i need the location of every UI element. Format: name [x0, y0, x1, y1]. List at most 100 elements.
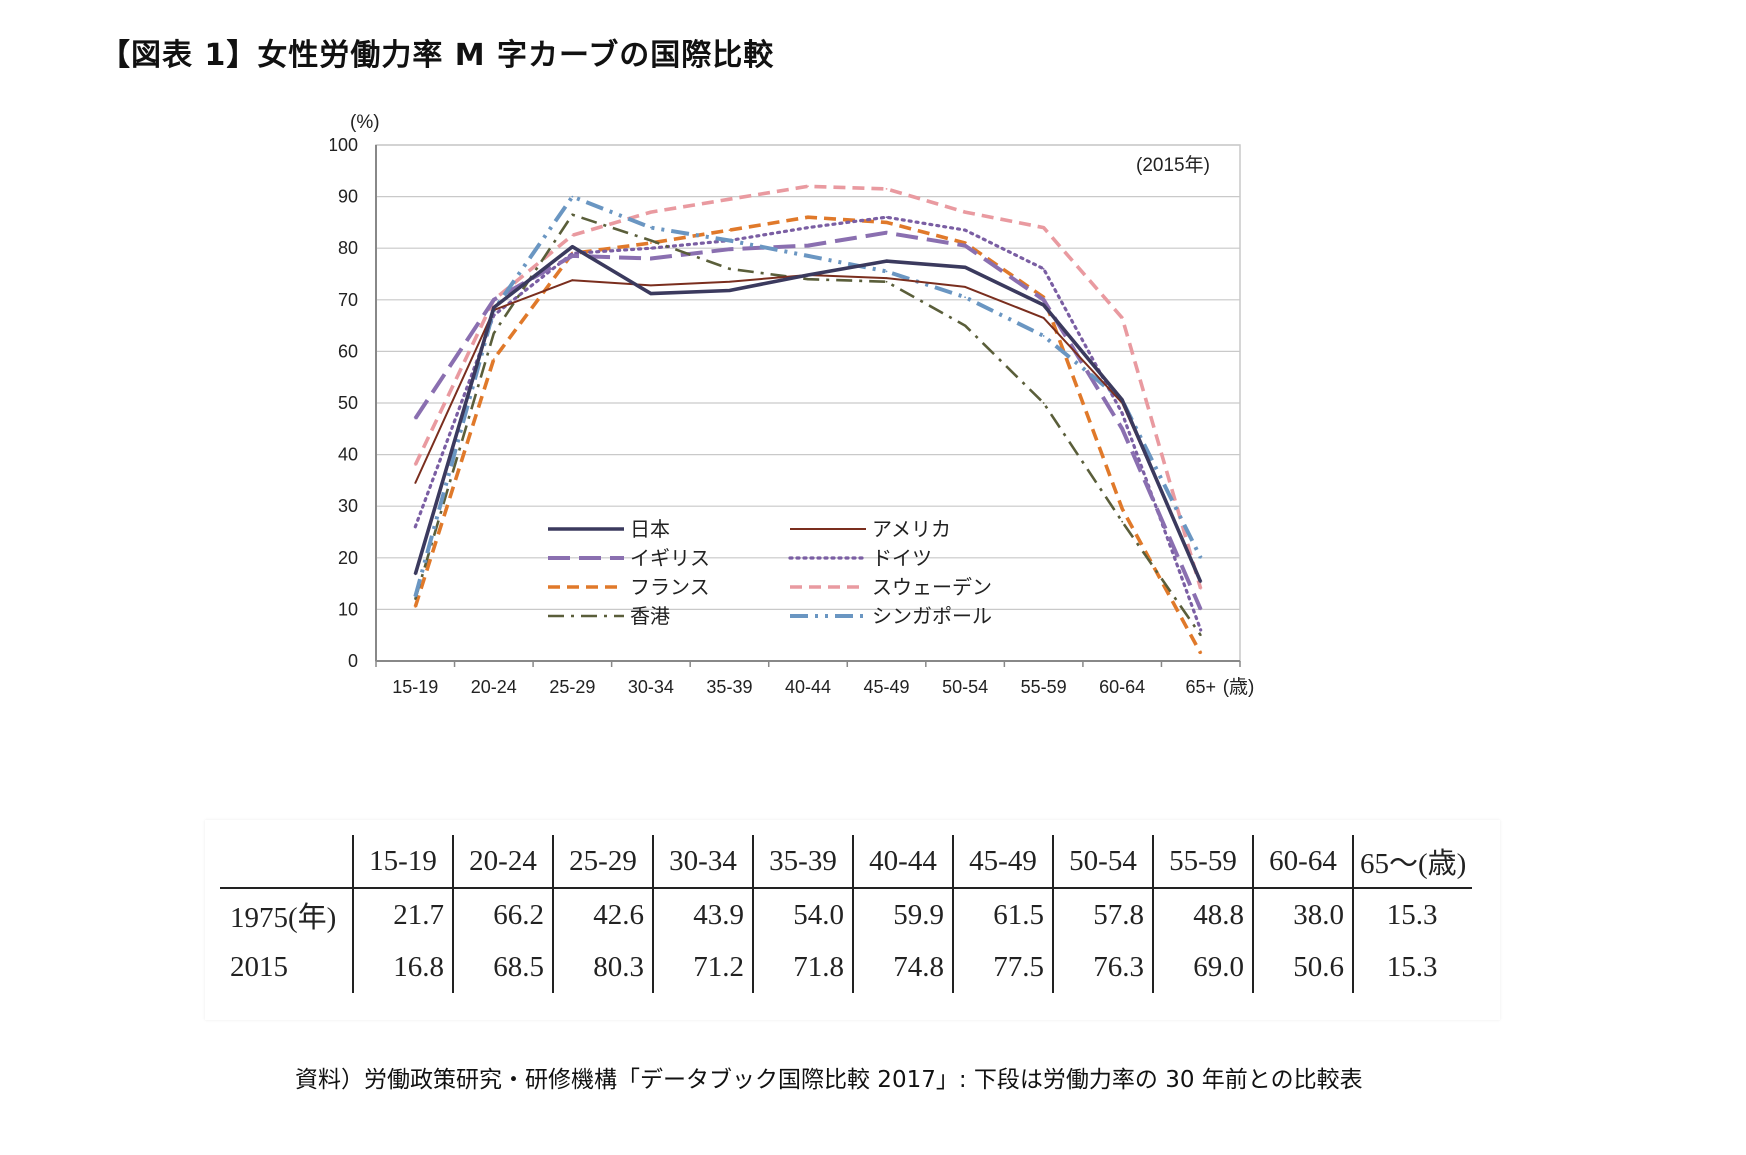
- x-tick-label: 30-34: [628, 677, 674, 697]
- data-point: [885, 216, 888, 219]
- table-cell: 68.5: [452, 941, 553, 993]
- table-cell: 59.9: [852, 888, 953, 941]
- data-point: [571, 234, 574, 237]
- data-point: [885, 277, 888, 280]
- table-header-cell: 45-49: [952, 835, 1053, 889]
- y-tick-label: 0: [348, 651, 358, 671]
- table-cell: 50.6: [1252, 941, 1353, 993]
- y-tick-label: 100: [330, 135, 358, 155]
- data-point: [492, 332, 495, 335]
- x-tick-label: 40-44: [785, 677, 831, 697]
- data-point: [650, 292, 652, 295]
- table-row: 1975(年) 21.7 66.2 42.6 43.9 54.0 59.9 61.5 57.8 4…: [220, 888, 1473, 941]
- table-header-cell: 55-59: [1152, 835, 1253, 889]
- table-cell: 21.7: [352, 888, 453, 941]
- legend-label: ドイツ: [872, 548, 932, 570]
- legend-label: フランス: [630, 577, 710, 599]
- table-header-cell: 30-34: [652, 835, 753, 889]
- data-point: [885, 280, 888, 283]
- data-point: [964, 244, 966, 247]
- data-point: [1121, 399, 1124, 401]
- x-tick-label: 60-64: [1099, 677, 1145, 697]
- table-cell: 61.5: [952, 888, 1053, 941]
- data-point: [571, 279, 574, 282]
- table-body: 1975(年) 21.7 66.2 42.6 43.9 54.0 59.9 61.5 57.8 4…: [220, 888, 1473, 993]
- data-point: [650, 284, 652, 287]
- data-point: [807, 226, 809, 229]
- legend-label: 香港: [630, 605, 670, 628]
- data-point: [1199, 629, 1202, 631]
- data-point: [964, 266, 966, 269]
- table-header-cell: 65〜(歳): [1351, 835, 1473, 889]
- data-point: [964, 286, 966, 288]
- data-point: [1199, 587, 1202, 590]
- data-point: [728, 280, 731, 283]
- data-point: [492, 358, 495, 361]
- data-point: [414, 598, 417, 600]
- data-point: [571, 245, 574, 248]
- data-point: [414, 525, 417, 528]
- data-point: [1042, 316, 1045, 319]
- data-point: [807, 255, 809, 257]
- data-point: [1042, 298, 1045, 301]
- table-cell: 57.8: [1052, 888, 1153, 941]
- comparison-table-panel: 15-19 20-24 25-29 30-34 35-39 40-44 45-49 50-54…: [205, 820, 1500, 1020]
- series-line: [413, 230, 1203, 611]
- legend-label: スウェーデン: [872, 576, 992, 599]
- data-point: [728, 248, 731, 251]
- table-header-cell: 40-44: [852, 835, 953, 889]
- data-point: [1199, 581, 1202, 583]
- data-point: [492, 306, 495, 309]
- table-cell: 71.2: [652, 941, 753, 993]
- table-cell: 42.6: [552, 888, 653, 941]
- data-point: [650, 242, 652, 244]
- y-tick-label: 70: [338, 290, 358, 310]
- data-point: [414, 417, 417, 420]
- data-point: [650, 257, 652, 260]
- data-point: [1042, 267, 1045, 270]
- data-point: [414, 595, 417, 598]
- data-point: [728, 198, 731, 201]
- x-axis-unit-label: (歳): [1223, 676, 1255, 698]
- legend-label: シンガポール: [872, 605, 992, 628]
- legend-label: イギリス: [630, 547, 710, 570]
- data-point: [1042, 304, 1045, 306]
- table-cell: 43.9: [652, 888, 753, 941]
- table-header-cell: 25-29: [552, 835, 653, 889]
- table-cell: 71.8: [752, 941, 853, 993]
- data-point: [807, 185, 809, 188]
- x-tick-label: 35-39: [706, 677, 752, 697]
- data-point: [807, 274, 809, 276]
- table-cell: 38.0: [1252, 888, 1353, 941]
- data-point: [414, 464, 417, 466]
- data-point: [728, 289, 731, 292]
- table-cell: 66.2: [452, 888, 553, 941]
- data-point: [571, 195, 574, 198]
- legend-label: アメリカ: [872, 519, 951, 541]
- data-point: [807, 216, 809, 219]
- data-point: [807, 278, 809, 281]
- table-header-cell: 50-54: [1052, 835, 1153, 889]
- data-point: [1199, 556, 1202, 559]
- series-line: [413, 184, 1203, 590]
- table-cell: 15.3: [1351, 888, 1473, 941]
- table-cell: 80.3: [552, 941, 653, 993]
- data-point: [571, 255, 574, 257]
- data-point: [807, 244, 809, 247]
- grid: [375, 144, 1241, 662]
- data-point: [728, 239, 731, 242]
- data-point: [1042, 226, 1045, 229]
- x-tick-label: 45-49: [864, 677, 910, 697]
- page-title: 【図表 1】女性労働力率 M 字カーブの国際比較: [100, 38, 775, 73]
- chart-annotation: (2015年): [1136, 154, 1210, 176]
- table-cell: 15.3: [1351, 941, 1473, 993]
- data-point: [964, 211, 966, 213]
- data-point: [414, 482, 417, 484]
- data-point: [885, 260, 888, 262]
- y-tick-label: 20: [338, 548, 358, 568]
- data-point: [1199, 652, 1202, 655]
- series-line: [413, 244, 1203, 583]
- series-line: [413, 215, 1203, 655]
- data-point: [885, 187, 888, 190]
- table-row-label: 2015: [230, 950, 288, 983]
